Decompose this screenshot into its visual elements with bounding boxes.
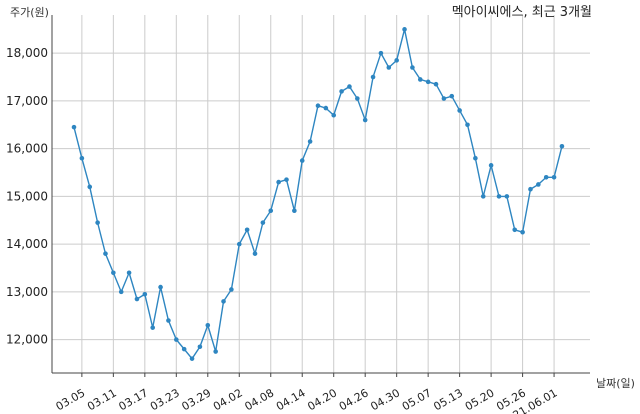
data-point: [189, 356, 195, 361]
x-tick-label: 03.17: [117, 386, 151, 413]
data-point: [126, 270, 132, 276]
data-point: [197, 344, 203, 350]
data-point: [441, 96, 447, 101]
data-point: [520, 229, 525, 235]
data-point: [95, 220, 100, 225]
data-point: [260, 220, 266, 225]
data-point: [79, 155, 85, 161]
x-tick-label: 04.02: [211, 386, 245, 413]
data-point: [268, 208, 274, 214]
data-point: [362, 117, 368, 123]
data-point: [292, 208, 297, 214]
data-point: [425, 79, 431, 85]
data-point: [504, 194, 510, 199]
y-tick-labels: 12,000 13,000 14,000 15,000 16,000 17,000 18,0…: [6, 46, 48, 346]
x-tick-label: 03.11: [85, 386, 119, 413]
data-point: [142, 291, 148, 297]
data-point: [543, 174, 549, 180]
data-point: [465, 122, 470, 128]
x-tick-label: 04.20: [305, 386, 339, 413]
data-point: [221, 299, 226, 304]
data-point: [174, 337, 179, 342]
data-point: [111, 270, 116, 276]
data-point: [386, 65, 392, 70]
data-point: [87, 184, 93, 190]
data-point: [236, 241, 242, 247]
data-point: [457, 108, 462, 113]
data-point: [496, 194, 502, 199]
data-point: [417, 77, 423, 82]
data-point: [355, 96, 360, 101]
grid: [52, 15, 590, 373]
data-point: [244, 227, 250, 233]
x-tick-label: 03.05: [54, 386, 88, 413]
x-tick-labels: 03.0503.1103.1703.2303.2904.0204.0804.14…: [54, 373, 560, 414]
data-point: [299, 158, 305, 163]
data-point: [512, 227, 518, 233]
data-point: [229, 287, 234, 292]
x-tick-label: 04.30: [368, 386, 402, 413]
x-tick-label: 03.29: [180, 386, 214, 413]
data-point: [402, 27, 407, 32]
data-point: [150, 325, 155, 330]
y-tick-label: 12,000: [6, 333, 48, 347]
data-point: [488, 163, 494, 168]
data-point: [71, 124, 77, 130]
y-axis-label: 주가(원): [10, 6, 49, 19]
data-point: [315, 103, 321, 108]
x-tick-label: 05.07: [400, 386, 434, 413]
data-point: [181, 346, 187, 352]
data-point: [158, 284, 163, 290]
data-point: [551, 174, 557, 180]
y-tick-label: 15,000: [6, 189, 48, 203]
x-tick-label: 04.26: [337, 386, 371, 413]
x-tick-label: 04.14: [274, 386, 308, 413]
data-point: [339, 89, 344, 94]
y-tick-label: 16,000: [6, 142, 48, 156]
data-point: [370, 74, 376, 80]
data-point: [480, 194, 486, 199]
data-point: [134, 296, 140, 302]
y-tick-label: 17,000: [6, 94, 48, 108]
data-point: [559, 143, 565, 149]
y-tick-label: 14,000: [6, 237, 48, 251]
y-tick-label: 18,000: [6, 46, 48, 60]
data-point: [213, 349, 218, 354]
data-point: [205, 322, 211, 328]
data-point: [394, 58, 399, 63]
x-tick-label: 03.23: [148, 386, 182, 413]
data-point: [284, 177, 289, 182]
data-point: [276, 179, 281, 185]
data-point: [118, 289, 124, 295]
data-point: [166, 318, 171, 323]
data-point: [536, 182, 541, 187]
data-point: [410, 65, 415, 70]
data-point: [307, 139, 313, 144]
data-point: [378, 50, 384, 56]
series-points: [71, 27, 565, 361]
data-point: [473, 155, 478, 161]
data-point: [103, 251, 108, 256]
data-point: [252, 251, 258, 256]
x-tick-label: 04.08: [242, 386, 276, 413]
chart-title: 멕아이씨에스, 최근 3개월: [452, 5, 592, 20]
data-point: [433, 81, 439, 87]
y-tick-label: 13,000: [6, 285, 48, 299]
series-line: [73, 29, 563, 360]
data-point: [331, 112, 337, 118]
x-tick-label: 05.20: [463, 386, 497, 413]
x-tick-label: 05.13: [431, 386, 465, 413]
data-point: [323, 105, 329, 111]
data-point: [528, 186, 533, 192]
data-point: [449, 93, 455, 99]
x-axis-label: 날짜(일): [596, 376, 635, 390]
data-point: [347, 84, 352, 89]
